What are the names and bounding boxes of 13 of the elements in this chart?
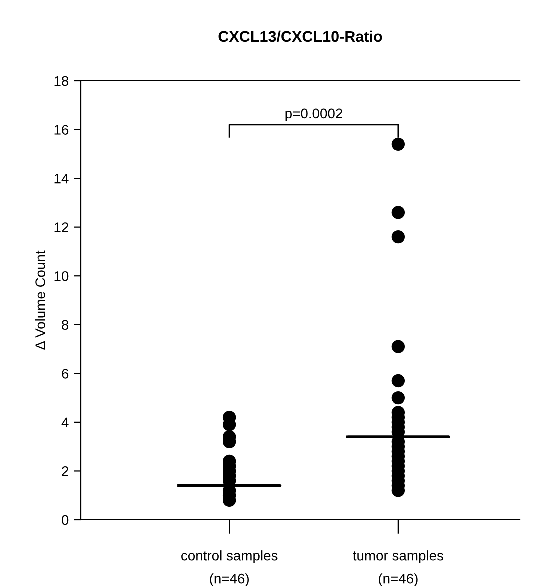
y-tick-label: 10 [54, 271, 69, 282]
y-tick-label: 8 [62, 320, 69, 330]
y-tick-label: 14 [54, 174, 69, 184]
y-axis-title: Δ Volume Count [35, 250, 46, 350]
y-tick-label: 6 [62, 369, 69, 379]
y-tick-label: 0 [62, 515, 69, 526]
y-tick-label: 16 [54, 125, 69, 135]
y-tick-label: 18 [54, 76, 69, 86]
y-tick-label: 2 [62, 466, 68, 476]
chart-title: CXCL13/CXCL10-Ratio [218, 30, 382, 42]
annotation: p=0.0002 [286, 108, 342, 122]
y-tick-label: 12 [54, 222, 68, 232]
y-tick-label: 4 [62, 418, 69, 428]
